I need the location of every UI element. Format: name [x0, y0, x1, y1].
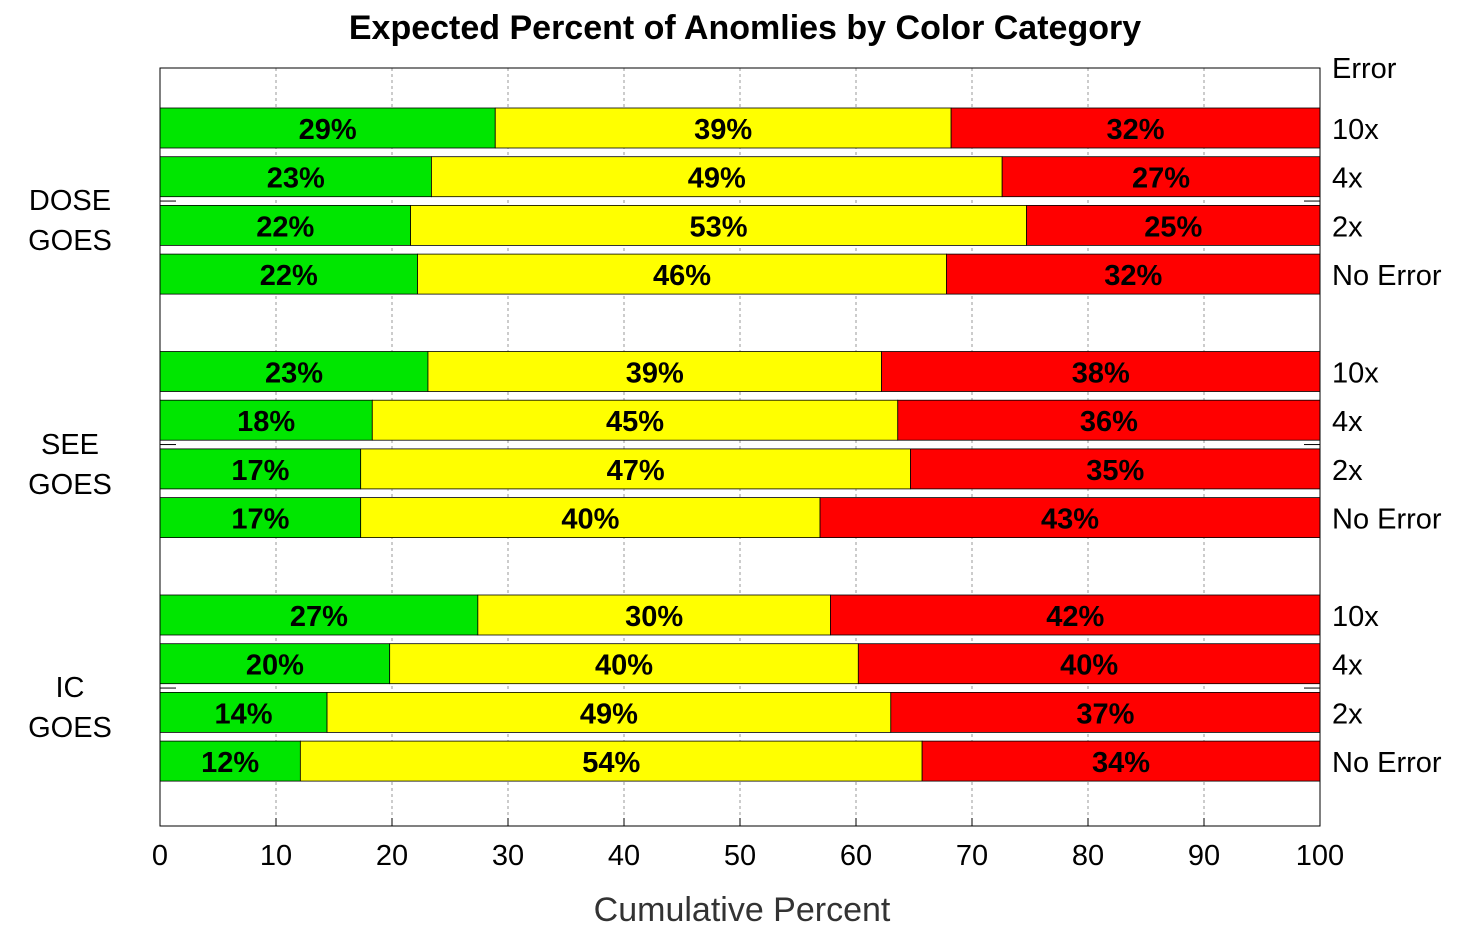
bar-segment	[159, 156, 432, 198]
row-label: 10x	[1332, 114, 1379, 146]
bar-segment	[389, 643, 859, 685]
value-label: 49%	[580, 698, 638, 730]
value-label: 22%	[260, 260, 318, 292]
x-tick-label: 60	[840, 840, 872, 872]
value-label: 12%	[201, 747, 259, 779]
bar-segment	[410, 204, 1027, 246]
bar-segment	[819, 497, 1321, 539]
value-label: 32%	[1104, 260, 1162, 292]
value-label: 42%	[1046, 601, 1104, 633]
value-label: 34%	[1092, 747, 1150, 779]
group-label: SEE GOES	[28, 428, 112, 501]
x-axis-label: Cumulative Percent	[594, 891, 891, 929]
bar-segment	[159, 204, 411, 246]
value-label: 18%	[237, 406, 295, 438]
bar-segment	[417, 253, 947, 295]
x-tick-label: 20	[376, 840, 408, 872]
value-label: 40%	[1060, 650, 1118, 682]
value-label: 40%	[595, 650, 653, 682]
value-label: 17%	[231, 455, 289, 487]
value-label: 30%	[625, 601, 683, 633]
x-tick-label: 100	[1296, 840, 1344, 872]
x-tick-label: 0	[152, 840, 168, 872]
bar-segment	[159, 740, 301, 782]
row-label: No Error	[1332, 504, 1442, 536]
value-label: 29%	[299, 114, 357, 146]
bar-segment	[890, 692, 1321, 733]
bar-segment	[299, 740, 923, 782]
row-label: 2x	[1332, 698, 1363, 730]
value-label: 23%	[267, 163, 325, 195]
value-label: 39%	[626, 358, 684, 390]
value-label: 54%	[582, 747, 640, 779]
value-label: 27%	[290, 601, 348, 633]
value-label: 45%	[606, 406, 664, 438]
x-tick-label: 10	[260, 840, 292, 872]
bar-segment	[431, 156, 1003, 198]
row-label: 2x	[1332, 455, 1363, 487]
value-label: 35%	[1086, 455, 1144, 487]
bar-segment	[1001, 156, 1321, 198]
bar-segment	[494, 107, 952, 149]
row-label: 10x	[1332, 601, 1379, 633]
row-label: 4x	[1332, 650, 1363, 682]
value-label: 39%	[694, 114, 752, 146]
row-label: 4x	[1332, 163, 1363, 195]
bar-segment	[159, 351, 429, 392]
value-label: 20%	[246, 650, 304, 682]
x-tick-label: 30	[492, 840, 524, 872]
value-label: 36%	[1080, 406, 1138, 438]
bar-segment	[159, 497, 362, 539]
bar-segment	[910, 448, 1321, 490]
value-label: 49%	[688, 163, 746, 195]
value-label: 22%	[256, 211, 314, 243]
value-label: 38%	[1072, 358, 1130, 390]
value-label: 43%	[1041, 504, 1099, 536]
x-tick-label: 50	[724, 840, 756, 872]
bar-segment	[360, 497, 821, 539]
value-label: 47%	[607, 455, 665, 487]
bar-segment	[857, 643, 1321, 685]
bar-segment	[159, 107, 496, 149]
x-tick-label: 90	[1188, 840, 1220, 872]
value-label: 40%	[561, 504, 619, 536]
bar-segment	[427, 351, 882, 392]
row-label: No Error	[1332, 260, 1442, 292]
bar-segment	[159, 253, 418, 295]
row-label: No Error	[1332, 747, 1442, 779]
value-label: 53%	[690, 211, 748, 243]
value-label: 23%	[265, 358, 323, 390]
bar-segment	[159, 399, 373, 441]
bar-segment	[830, 594, 1321, 636]
bar-segment	[897, 399, 1321, 441]
x-tick-label: 70	[956, 840, 988, 872]
right-header: Error	[1332, 53, 1397, 85]
bar-segment	[326, 692, 892, 733]
bar-segment	[881, 351, 1321, 392]
value-label: 27%	[1132, 163, 1190, 195]
value-label: 32%	[1107, 114, 1165, 146]
x-tick-label: 40	[608, 840, 640, 872]
group-label: DOSE GOES	[28, 185, 112, 258]
plot-frame	[159, 67, 1321, 827]
value-label: 25%	[1144, 211, 1202, 243]
value-label: 17%	[231, 504, 289, 536]
row-label: 10x	[1332, 358, 1379, 390]
value-label: 14%	[214, 698, 272, 730]
bar-segment	[921, 740, 1321, 782]
bar-segment	[946, 253, 1321, 295]
row-label: 4x	[1332, 406, 1363, 438]
row-label: 2x	[1332, 211, 1363, 243]
x-tick-label: 80	[1072, 840, 1104, 872]
chart-title: Expected Percent of Anomlies by Color Ca…	[349, 9, 1141, 47]
value-label: 37%	[1076, 698, 1134, 730]
group-label: IC GOES	[28, 672, 112, 745]
bar-segment	[360, 448, 911, 490]
bar-segment	[159, 692, 328, 733]
value-label: 46%	[653, 260, 711, 292]
bar-segment	[950, 107, 1321, 149]
